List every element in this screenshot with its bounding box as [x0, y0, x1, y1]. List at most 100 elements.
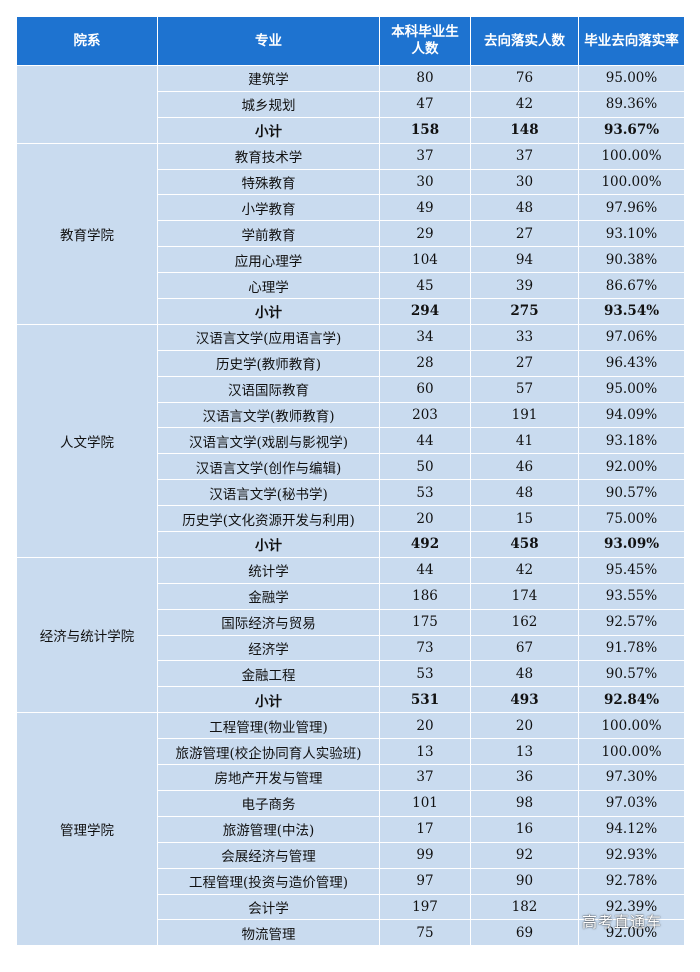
major-cell: 国际经济与贸易	[157, 608, 380, 636]
major-cell: 小计	[157, 298, 380, 325]
rate-cell: 96.43%	[578, 349, 685, 377]
rate-cell: 97.30%	[578, 764, 685, 791]
college-cell	[16, 65, 158, 144]
rate-cell: 90.57%	[578, 660, 685, 688]
placed-cell: 27	[470, 220, 579, 248]
major-cell: 历史学(文化资源开发与利用)	[157, 505, 380, 533]
major-cell: 特殊教育	[157, 168, 380, 196]
graduates-cell: 175	[379, 608, 471, 636]
rate-cell: 92.39%	[578, 893, 685, 921]
placed-cell: 15	[470, 505, 579, 533]
placed-cell: 57	[470, 375, 579, 403]
placed-cell: 148	[470, 116, 579, 144]
table-row: 人文学院 汉语言文学(应用语言学) 34 33 97.06%	[16, 323, 685, 558]
table-row: 建筑学 80 76 95.00%	[16, 65, 685, 144]
placed-cell: 30	[470, 168, 579, 196]
graduates-cell: 29	[379, 220, 471, 248]
graduates-cell: 34	[379, 323, 471, 351]
subtotal-row: 小计 531 493 92.84%	[17, 686, 685, 714]
table-row: 国际经济与贸易 175 162 92.57%	[17, 608, 685, 636]
placed-cell: 94	[470, 246, 579, 274]
placed-cell: 67	[470, 634, 579, 662]
major-cell: 统计学	[157, 556, 380, 584]
table-row: 应用心理学 104 94 90.38%	[17, 246, 685, 274]
table-row: 心理学 45 39 86.67%	[17, 272, 685, 300]
table-row: 特殊教育 30 30 100.00%	[17, 168, 685, 196]
graduates-cell: 99	[379, 841, 471, 869]
subtotal-row: 小计 492 458 93.09%	[17, 531, 685, 558]
placed-cell: 90	[470, 867, 579, 895]
graduates-cell: 75	[379, 919, 471, 947]
major-cell: 旅游管理(中法)	[157, 815, 380, 843]
graduates-cell: 47	[379, 90, 471, 118]
page: 院系 专业 本科毕业生 人数 去向落实人数 毕业去向落实率 建筑学 80 76 95.…	[16, 16, 685, 947]
rate-cell: 95.00%	[578, 65, 685, 92]
rate-cell: 94.09%	[578, 401, 685, 429]
rate-cell: 95.45%	[578, 556, 685, 584]
rate-cell: 92.93%	[578, 841, 685, 869]
table-row: 电子商务 101 98 97.03%	[17, 789, 685, 817]
graduates-cell: 158	[379, 116, 471, 144]
major-cell: 工程管理(投资与造价管理)	[157, 867, 380, 895]
major-cell: 心理学	[157, 272, 380, 300]
major-cell: 汉语言文学(创作与编辑)	[157, 453, 380, 481]
graduates-cell: 49	[379, 194, 471, 222]
table-row: 金融工程 53 48 90.57%	[17, 660, 685, 688]
rate-cell: 91.78%	[578, 634, 685, 662]
placed-cell: 98	[470, 789, 579, 817]
placed-cell: 46	[470, 453, 579, 481]
major-cell: 会展经济与管理	[157, 841, 380, 869]
rate-cell: 100.00%	[578, 142, 685, 170]
college-cell: 人文学院	[16, 323, 158, 558]
header-major: 专业	[157, 16, 380, 66]
major-cell: 房地产开发与管理	[157, 764, 380, 791]
table-row: 经济与统计学院 统计学 44 42 95.45%	[16, 556, 685, 714]
placed-cell: 493	[470, 686, 579, 714]
college-cell: 管理学院	[16, 712, 158, 947]
table-row: 城乡规划 47 42 89.36%	[17, 90, 685, 118]
graduates-cell: 50	[379, 453, 471, 481]
rate-cell: 95.00%	[578, 375, 685, 403]
rate-cell: 92.00%	[578, 919, 685, 947]
major-cell: 建筑学	[157, 65, 380, 92]
major-cell: 历史学(教师教育)	[157, 349, 380, 377]
table-row: 经济学 73 67 91.78%	[17, 634, 685, 662]
major-cell: 学前教育	[157, 220, 380, 248]
table-row: 汉语言文学(创作与编辑) 50 46 92.00%	[17, 453, 685, 481]
placed-cell: 174	[470, 582, 579, 610]
placed-cell: 458	[470, 531, 579, 558]
graduates-cell: 80	[379, 65, 471, 92]
graduates-cell: 13	[379, 738, 471, 766]
major-cell: 汉语言文学(秘书学)	[157, 479, 380, 507]
table-row: 汉语国际教育 60 57 95.00%	[17, 375, 685, 403]
rate-cell: 92.57%	[578, 608, 685, 636]
rate-cell: 90.38%	[578, 246, 685, 274]
watermark-text: 高考直通车	[581, 913, 662, 932]
table-body: 建筑学 80 76 95.00% 城乡规划 47 42 89.36% 小计 158 148 93.67…	[16, 65, 685, 947]
major-cell: 小计	[157, 116, 380, 144]
major-cell: 会计学	[157, 893, 380, 921]
rate-cell: 93.10%	[578, 220, 685, 248]
placed-cell: 41	[470, 427, 579, 455]
rate-cell: 93.54%	[578, 298, 685, 325]
graduates-cell: 492	[379, 531, 471, 558]
placed-cell: 182	[470, 893, 579, 921]
rate-cell: 94.12%	[578, 815, 685, 843]
major-cell: 应用心理学	[157, 246, 380, 274]
placed-cell: 13	[470, 738, 579, 766]
header-rate: 毕业去向落实率	[578, 16, 685, 66]
rate-cell: 93.18%	[578, 427, 685, 455]
placed-cell: 162	[470, 608, 579, 636]
table-row: 旅游管理(校企协同育人实验班) 13 13 100.00%	[17, 738, 685, 766]
rate-cell: 100.00%	[578, 168, 685, 196]
rate-cell: 89.36%	[578, 90, 685, 118]
graduates-cell: 30	[379, 168, 471, 196]
table-row: 金融学 186 174 93.55%	[17, 582, 685, 610]
graduates-cell: 60	[379, 375, 471, 403]
graduates-cell: 203	[379, 401, 471, 429]
table-row: 旅游管理(中法) 17 16 94.12%	[17, 815, 685, 843]
rate-cell: 97.06%	[578, 323, 685, 351]
placed-cell: 16	[470, 815, 579, 843]
college-cell: 经济与统计学院	[16, 556, 158, 714]
graduates-cell: 186	[379, 582, 471, 610]
